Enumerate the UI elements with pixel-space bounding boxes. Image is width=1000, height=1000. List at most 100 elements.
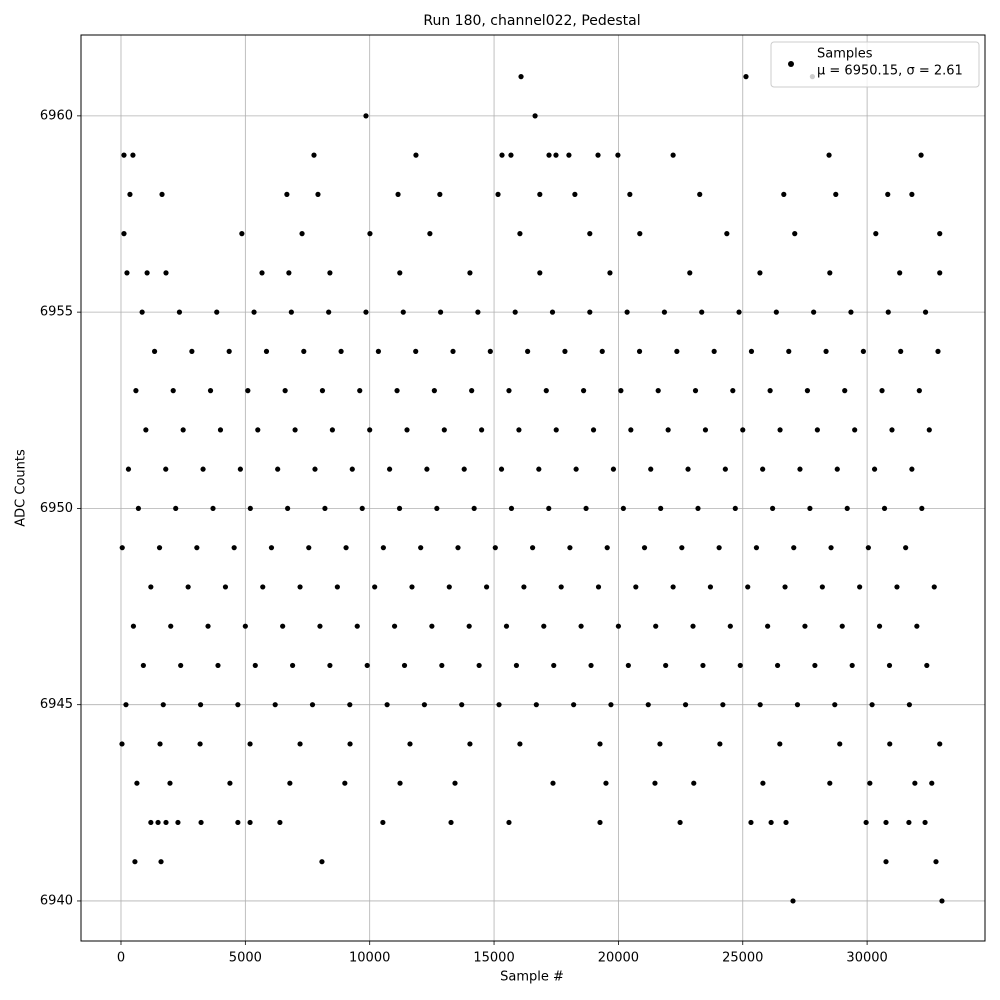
sample-point [210, 505, 216, 512]
sample-point [391, 623, 398, 629]
sample-point [736, 309, 742, 315]
sample-point [543, 388, 549, 394]
sample-point [615, 152, 621, 158]
sample-point [427, 231, 433, 237]
plot-frame [80, 34, 986, 942]
sample-point [658, 505, 664, 512]
sample-point [499, 152, 505, 158]
y-axis-label: ADC Counts [14, 449, 29, 527]
sample-point [448, 819, 454, 826]
sample-point [359, 505, 365, 512]
sample-point [903, 545, 909, 551]
sample-point [674, 348, 680, 354]
sample-point [215, 662, 221, 669]
sample-point [319, 859, 325, 865]
sample-point [760, 466, 766, 472]
sample-point [797, 466, 803, 472]
sample-point [615, 623, 622, 629]
sample-point [354, 623, 360, 629]
sample-point [833, 191, 839, 197]
sample-point [272, 702, 278, 708]
sample-point [873, 231, 879, 237]
sample-point [597, 819, 603, 826]
sample-point [367, 231, 373, 237]
sample-point [567, 545, 573, 551]
sample-point [665, 427, 671, 433]
sample-point [834, 466, 840, 472]
sample-point [130, 152, 136, 158]
sample-point [492, 545, 498, 551]
sample-point [517, 741, 523, 747]
sample-point [252, 662, 258, 669]
y-tick-label: 6955 [40, 305, 73, 320]
sample-point [871, 466, 878, 472]
sample-point [711, 348, 717, 354]
sample-point [691, 780, 697, 786]
x-tick-label: 15000 [473, 951, 514, 966]
sample-point [679, 545, 685, 551]
sample-point [512, 309, 518, 315]
sample-point [287, 780, 293, 786]
sample-point [282, 388, 288, 394]
sample-point [727, 623, 733, 629]
sample-point [595, 152, 601, 158]
x-tick-label: 30000 [846, 951, 887, 966]
sample-point [413, 348, 419, 354]
sample-point [804, 388, 811, 394]
sample-point [812, 662, 818, 669]
sample-point [887, 741, 893, 747]
sample-point [380, 819, 386, 826]
sample-point [160, 702, 166, 708]
sample-point [885, 191, 891, 197]
chart-title: Run 180, channel022, Pedestal [423, 13, 640, 29]
sample-point [883, 859, 889, 865]
sample-point [849, 662, 855, 669]
sample-point [922, 309, 929, 315]
sample-point [700, 662, 706, 669]
sample-point [765, 623, 771, 629]
sample-point [926, 427, 932, 433]
sample-point [125, 466, 132, 472]
sample-point [625, 662, 631, 669]
sample-point [207, 388, 214, 394]
sample-point [610, 466, 617, 472]
sample-point [158, 859, 164, 865]
sample-point [583, 505, 589, 512]
sample-point [670, 584, 676, 590]
sample-point [599, 348, 605, 354]
sample-point [937, 741, 943, 747]
sample-point [397, 270, 403, 276]
sample-point [608, 702, 614, 708]
sample-point [536, 466, 542, 472]
sample-point [525, 348, 531, 354]
sample-point [897, 270, 903, 276]
sample-point [790, 898, 796, 904]
sample-point [483, 584, 490, 590]
sample-point [217, 427, 224, 433]
sample-point [819, 584, 825, 590]
sample-point [783, 819, 789, 826]
sample-point [869, 702, 875, 708]
sample-point [144, 270, 150, 276]
sample-point [553, 427, 559, 433]
sample-point [334, 584, 340, 590]
sample-point [327, 662, 333, 669]
sample-point [487, 348, 493, 354]
sample-point [588, 662, 594, 669]
sample-point [550, 780, 556, 786]
sample-point [707, 584, 714, 590]
sample-point [889, 427, 895, 433]
sample-point [239, 231, 245, 237]
sample-point [826, 152, 832, 158]
sample-point [652, 780, 658, 786]
sample-point [573, 466, 579, 472]
sample-point [343, 545, 349, 551]
sample-point [633, 584, 639, 590]
sample-point [587, 309, 593, 315]
legend-marker [788, 61, 794, 67]
sample-point [857, 584, 863, 590]
sample-point [604, 545, 610, 551]
sample-point [603, 780, 609, 786]
sample-point [231, 545, 237, 551]
sample-point [506, 388, 512, 394]
